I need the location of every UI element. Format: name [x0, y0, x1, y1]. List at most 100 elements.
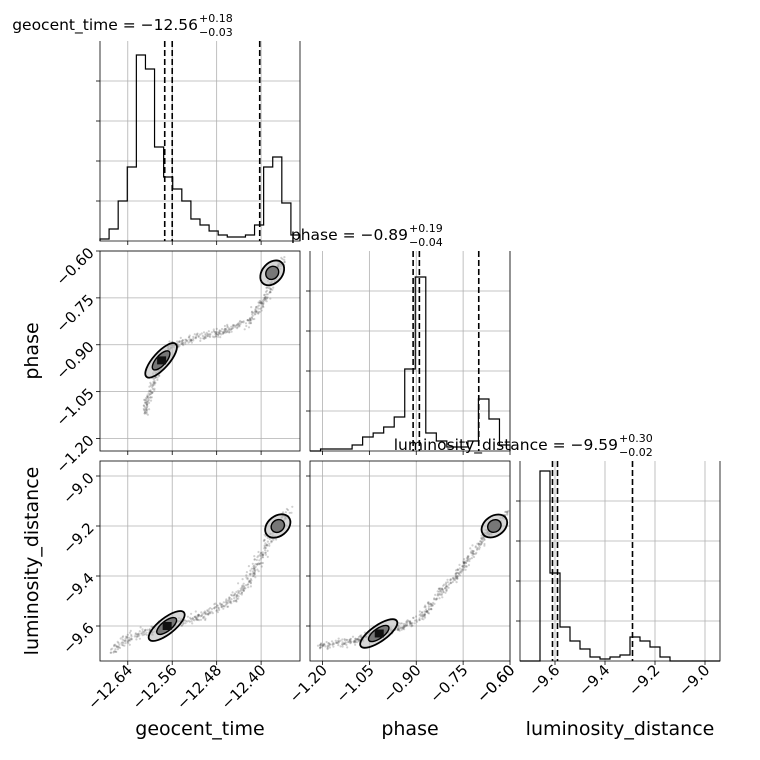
- scatter-point: [197, 613, 200, 616]
- scatter-point: [443, 583, 446, 586]
- x-tick-label: −9.0: [675, 661, 713, 699]
- scatter-point: [431, 603, 434, 606]
- scatter-point: [461, 565, 464, 568]
- scatter-point: [215, 605, 218, 609]
- scatter-point: [446, 578, 449, 581]
- scatter-point: [228, 596, 231, 599]
- scatter-point: [231, 594, 234, 597]
- scatter-point: [456, 568, 459, 572]
- scatter-point: [341, 643, 344, 646]
- scatter-point: [409, 622, 412, 625]
- scatter-point: [479, 543, 482, 546]
- scatter-point: [144, 633, 147, 636]
- x-tick-label: −0.60: [473, 661, 518, 706]
- scatter-point: [137, 632, 140, 635]
- scatter-point: [178, 340, 181, 343]
- scatter-point: [266, 544, 269, 547]
- scatter-point: [200, 332, 203, 335]
- scatter-point: [418, 614, 421, 617]
- scatter-point: [206, 333, 209, 336]
- scatter-point: [197, 613, 200, 617]
- scatter-point: [341, 638, 344, 641]
- scatter-point: [152, 381, 155, 384]
- scatter-point: [222, 332, 225, 335]
- scatter-point: [232, 600, 235, 603]
- scatter-point: [225, 598, 228, 601]
- scatter-point: [269, 288, 272, 291]
- scatter-point: [237, 589, 240, 592]
- scatter-point: [143, 401, 147, 404]
- scatter-point: [481, 540, 485, 543]
- scatter-point: [232, 323, 235, 327]
- scatter-point: [146, 413, 149, 416]
- scatter-point: [349, 639, 352, 642]
- scatter-point: [402, 624, 406, 627]
- scatter-point: [454, 579, 457, 582]
- scatter-point: [332, 645, 335, 648]
- scatter-point: [113, 645, 116, 648]
- scatter-point: [242, 589, 245, 592]
- scatter-point: [462, 561, 465, 565]
- scatter-point: [249, 585, 252, 588]
- scatter-point: [478, 544, 481, 547]
- frame-layer: [96, 41, 721, 665]
- y-tick-label: −9.2: [59, 519, 97, 557]
- scatter-point: [454, 569, 458, 572]
- scatter-point: [263, 539, 266, 542]
- scatter-point: [146, 394, 149, 397]
- scatter-point: [444, 587, 447, 590]
- scatter-point: [445, 589, 448, 593]
- scatter-point: [410, 624, 413, 627]
- scatter-point: [116, 640, 119, 644]
- scatter-point: [146, 403, 149, 407]
- scatter-point: [439, 589, 442, 592]
- scatter-point: [233, 599, 236, 602]
- scatter-point: [334, 641, 338, 645]
- scatter-point: [144, 397, 147, 400]
- scatter-point: [464, 561, 467, 565]
- scatter-point: [150, 625, 153, 628]
- scatter-point: [253, 558, 256, 561]
- scatter-point: [136, 635, 139, 638]
- scatter-point: [249, 322, 252, 325]
- scatter-point: [468, 559, 471, 563]
- scatter-point: [465, 565, 468, 568]
- scatter-point: [151, 391, 154, 394]
- title-plus-geocent_time: +0.18: [199, 12, 233, 25]
- scatter-point: [269, 287, 272, 290]
- scatter-point: [261, 300, 264, 303]
- scatter-point: [445, 588, 448, 591]
- scatter-point: [142, 404, 145, 407]
- scatter-point: [429, 605, 432, 608]
- scatter-point: [350, 640, 353, 643]
- scatter-point: [228, 597, 231, 601]
- scatter-point: [457, 568, 460, 572]
- scatter-point: [337, 641, 340, 644]
- scatter-point: [480, 542, 483, 545]
- scatter-point: [230, 593, 233, 597]
- title-equals: =: [338, 226, 361, 244]
- scatter-point: [327, 642, 330, 645]
- scatter-point: [254, 563, 257, 566]
- scatter-point: [149, 390, 152, 393]
- scatter-point: [237, 324, 240, 327]
- scatter-point: [264, 299, 267, 302]
- scatter-point: [185, 339, 188, 342]
- scatter-point: [153, 381, 156, 384]
- scatter-point: [217, 606, 220, 609]
- histogram-frame: [309, 251, 511, 452]
- scatter-point: [339, 645, 342, 648]
- scatter-point: [149, 384, 152, 387]
- scatter-point: [201, 334, 204, 337]
- scatter-point: [251, 318, 254, 321]
- scatter-point: [196, 614, 199, 617]
- scatter-point: [145, 633, 149, 637]
- scatter-point: [471, 551, 474, 555]
- scatter-point: [440, 590, 443, 594]
- scatter-point: [206, 612, 210, 616]
- scatter-point: [149, 390, 152, 393]
- scatter-point: [341, 643, 344, 646]
- scatter-point: [141, 630, 144, 633]
- scatter-point: [263, 533, 266, 536]
- scatter-point: [260, 301, 263, 305]
